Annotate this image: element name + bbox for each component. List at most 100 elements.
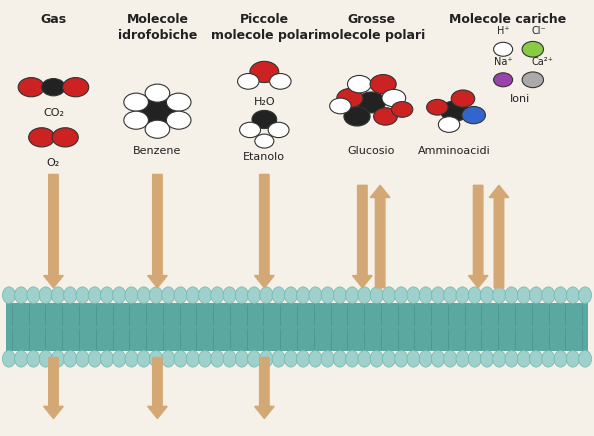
Ellipse shape [529,287,542,303]
Circle shape [370,75,396,94]
Text: Gas: Gas [40,13,67,26]
Circle shape [522,72,544,88]
Ellipse shape [235,287,248,303]
Circle shape [357,92,386,113]
Ellipse shape [566,287,579,303]
Circle shape [522,41,544,57]
Ellipse shape [579,287,592,303]
Circle shape [18,78,45,97]
Text: Benzene: Benzene [133,146,182,156]
Ellipse shape [88,351,101,367]
FancyArrow shape [489,185,508,288]
Circle shape [451,90,475,107]
Ellipse shape [198,287,211,303]
Ellipse shape [444,287,457,303]
Ellipse shape [187,287,200,303]
FancyArrow shape [254,174,274,288]
Circle shape [494,42,513,56]
Ellipse shape [542,351,555,367]
Text: Ca²⁺: Ca²⁺ [532,57,554,67]
Ellipse shape [358,351,371,367]
Ellipse shape [370,351,383,367]
Ellipse shape [88,287,101,303]
Text: H⁺: H⁺ [497,26,510,36]
Circle shape [462,106,485,124]
Ellipse shape [248,351,261,367]
Ellipse shape [260,287,273,303]
Circle shape [382,89,406,107]
Ellipse shape [174,351,187,367]
Circle shape [145,84,170,102]
Ellipse shape [554,287,567,303]
Ellipse shape [505,351,518,367]
Ellipse shape [113,287,126,303]
FancyArrow shape [44,174,63,288]
Ellipse shape [407,351,420,367]
Ellipse shape [2,351,15,367]
Circle shape [426,99,448,115]
Circle shape [124,93,148,111]
Ellipse shape [321,287,334,303]
Ellipse shape [27,287,40,303]
Ellipse shape [309,287,322,303]
FancyArrow shape [44,358,63,419]
Ellipse shape [260,351,273,367]
FancyArrow shape [254,358,274,419]
Ellipse shape [394,351,407,367]
Text: Grosse
molecole polari: Grosse molecole polari [318,13,425,42]
Circle shape [255,134,274,148]
Ellipse shape [137,287,150,303]
Ellipse shape [27,351,40,367]
Circle shape [337,89,363,108]
Ellipse shape [505,287,518,303]
Circle shape [62,78,89,97]
Ellipse shape [285,287,298,303]
Ellipse shape [2,287,15,303]
Circle shape [140,99,175,124]
Ellipse shape [235,351,248,367]
Ellipse shape [309,351,322,367]
Ellipse shape [100,351,113,367]
Ellipse shape [285,351,298,367]
Circle shape [344,107,370,126]
Circle shape [29,128,55,147]
FancyArrow shape [147,174,168,288]
Circle shape [268,122,289,138]
Text: Molecole
idrofobiche: Molecole idrofobiche [118,13,197,42]
Ellipse shape [554,351,567,367]
Circle shape [238,74,259,89]
Circle shape [52,128,78,147]
Text: H₂O: H₂O [254,97,275,107]
Ellipse shape [517,287,530,303]
Ellipse shape [296,351,309,367]
Ellipse shape [137,351,150,367]
Circle shape [124,111,148,129]
Circle shape [166,111,191,129]
Ellipse shape [321,351,334,367]
Ellipse shape [52,287,65,303]
Circle shape [145,120,170,138]
Ellipse shape [419,351,432,367]
Ellipse shape [419,287,432,303]
Text: Etanolo: Etanolo [244,152,285,162]
Ellipse shape [346,287,359,303]
Ellipse shape [333,287,346,303]
Ellipse shape [358,287,371,303]
Text: Cl⁻: Cl⁻ [532,26,546,36]
Text: Piccole
molecole polari: Piccole molecole polari [211,13,318,42]
Circle shape [270,74,291,89]
Ellipse shape [15,287,28,303]
Ellipse shape [517,351,530,367]
Circle shape [250,61,279,82]
Ellipse shape [174,287,187,303]
Ellipse shape [407,287,420,303]
Text: O₂: O₂ [47,158,60,168]
Ellipse shape [529,351,542,367]
Ellipse shape [493,351,506,367]
Bar [6,303,588,351]
Ellipse shape [481,287,494,303]
Circle shape [166,93,191,111]
Ellipse shape [248,287,261,303]
FancyArrow shape [371,185,390,288]
FancyArrow shape [468,185,488,288]
